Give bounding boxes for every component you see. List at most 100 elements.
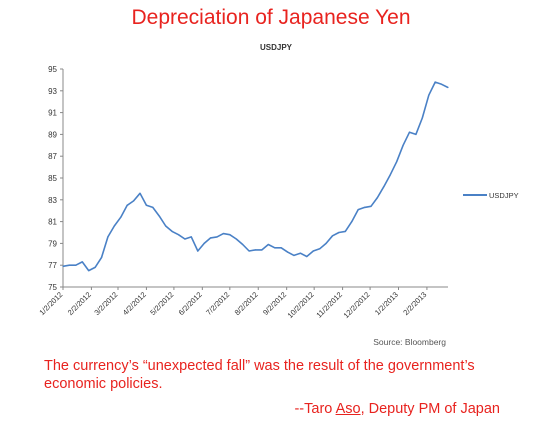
data-point — [351, 221, 353, 223]
data-point — [447, 86, 449, 89]
data-point — [261, 249, 263, 251]
x-tick-label: 2/2/2012 — [66, 290, 93, 317]
data-point — [370, 205, 372, 207]
data-point — [415, 133, 417, 135]
data-point — [62, 265, 64, 267]
x-tick-label: 6/2/2012 — [177, 290, 204, 317]
data-point — [68, 264, 70, 266]
chart-legend: USDJPY — [463, 191, 519, 200]
x-tick-label: 3/2/2012 — [92, 290, 119, 317]
data-point — [267, 243, 269, 246]
data-point — [235, 238, 237, 240]
data-point — [357, 209, 359, 211]
data-point — [319, 248, 321, 250]
data-point — [434, 81, 436, 83]
x-tick-label: 9/2/2012 — [261, 290, 288, 317]
series-layer — [62, 81, 449, 272]
data-point — [139, 192, 141, 194]
data-point — [274, 247, 276, 249]
data-point — [338, 231, 340, 234]
x-tick-label: 5/2/2012 — [148, 290, 175, 317]
data-point — [100, 257, 103, 259]
data-point — [248, 250, 250, 252]
data-point — [184, 238, 186, 240]
data-point — [158, 215, 160, 217]
y-tick-label: 77 — [48, 261, 57, 270]
data-point — [421, 117, 423, 119]
data-point — [325, 242, 327, 244]
y-tick-label: 79 — [48, 239, 57, 248]
x-tick-label: 8/2/2012 — [233, 290, 260, 317]
data-point — [280, 247, 282, 249]
data-point — [396, 161, 398, 163]
y-tick-label: 85 — [48, 174, 57, 183]
y-tick-label: 83 — [48, 196, 57, 205]
data-point — [293, 254, 295, 256]
data-point — [152, 206, 154, 208]
data-point — [312, 250, 314, 252]
y-tick-label: 95 — [48, 65, 57, 74]
legend-label: USDJPY — [489, 191, 519, 200]
data-point — [210, 237, 212, 239]
data-point — [389, 174, 391, 176]
data-point — [126, 204, 128, 206]
x-tick-label: 12/2/2012 — [342, 290, 372, 320]
data-point — [133, 200, 135, 202]
data-point — [165, 225, 167, 227]
y-axis: 75 77 79 81 83 85 87 89 91 93 95 — [48, 65, 64, 292]
data-point — [428, 94, 430, 96]
data-point — [145, 204, 147, 206]
x-tick-label: 2/2/2013 — [401, 290, 428, 317]
data-point — [408, 131, 411, 133]
data-point — [222, 233, 224, 235]
attribution-prefix: --Taro — [294, 401, 336, 417]
data-point — [299, 252, 301, 254]
data-point — [402, 144, 404, 146]
x-tick-label: 1/2/2012 — [37, 290, 64, 317]
attribution-suffix: , Deputy PM of Japan — [360, 401, 500, 417]
quote-caption: The currency’s “unexpected fall” was the… — [44, 358, 475, 392]
data-point — [171, 230, 173, 232]
x-tick-label: 4/2/2012 — [121, 290, 148, 317]
data-point — [75, 264, 77, 266]
data-point — [94, 266, 96, 268]
data-point — [331, 235, 334, 237]
data-point — [120, 216, 122, 218]
data-point — [242, 243, 244, 246]
data-point — [441, 83, 443, 85]
data-point — [88, 270, 90, 272]
data-point — [306, 255, 308, 258]
quote-attribution: --Taro Aso, Deputy PM of Japan — [0, 401, 500, 417]
data-point — [254, 249, 257, 251]
data-point — [190, 236, 192, 238]
data-point — [81, 261, 83, 263]
data-point — [376, 197, 378, 199]
y-tick-label: 93 — [48, 87, 57, 96]
y-tick-label: 75 — [48, 283, 57, 292]
y-tick-label: 91 — [48, 109, 57, 118]
x-tick-label: 10/2/2012 — [286, 290, 316, 320]
data-point — [364, 206, 366, 208]
attribution-name: Aso — [335, 401, 361, 417]
series-line-usdjpy — [62, 81, 449, 272]
data-point — [287, 251, 289, 253]
data-point — [216, 236, 218, 238]
data-point — [344, 230, 346, 232]
data-point — [197, 250, 199, 252]
slide-title: Depreciation of Japanese Yen — [131, 6, 411, 29]
data-point — [203, 242, 205, 244]
x-tick-label: 7/2/2012 — [204, 290, 231, 317]
data-point — [113, 225, 115, 227]
data-point — [383, 186, 385, 188]
data-point — [229, 234, 231, 236]
x-axis: 1/2/2012 2/2/2012 3/2/2012 4/2/2012 5/2/2012… — [37, 286, 448, 320]
x-tick-label: 11/2/2012 — [314, 290, 344, 320]
chart-title: USDJPY — [260, 43, 293, 52]
x-tick-label: 1/2/2013 — [373, 290, 400, 317]
chart-source: Source: Bloomberg — [373, 337, 446, 347]
y-tick-label: 89 — [48, 130, 57, 139]
y-tick-label: 87 — [48, 152, 57, 161]
data-point — [177, 234, 180, 236]
y-tick-label: 81 — [48, 218, 57, 227]
